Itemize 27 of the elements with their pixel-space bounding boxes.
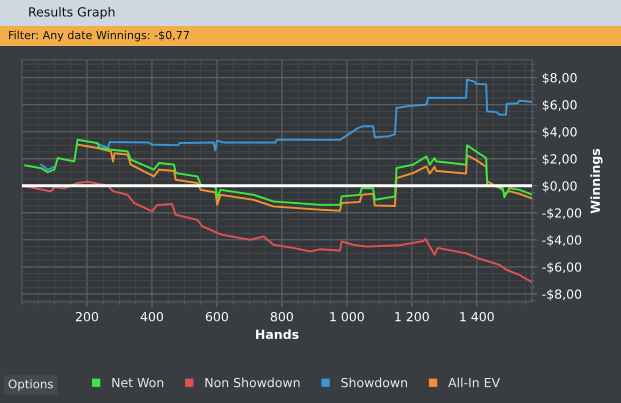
chart-title: Results Graph bbox=[29, 6, 114, 20]
y-tick-label: $2,00 bbox=[542, 154, 577, 166]
y-axis-title: Winnings bbox=[590, 148, 603, 214]
x-axis-title: Hands bbox=[256, 329, 298, 340]
x-tick-label: 1 200 bbox=[395, 312, 429, 322]
x-tick-label: 800 bbox=[270, 312, 293, 322]
chart-subtitle: Filter: Any date Winnings: -$0,77 bbox=[9, 30, 189, 42]
x-tick-label: 1 000 bbox=[330, 312, 364, 322]
legend-label: Net Won bbox=[112, 378, 164, 388]
y-tick-label: -$6,00 bbox=[542, 262, 582, 274]
y-tick-label: $6,00 bbox=[542, 100, 577, 112]
y-tick-label: -$8,00 bbox=[542, 289, 582, 300]
legend-label: All-In EV bbox=[448, 378, 500, 388]
y-tick-label: -$4,00 bbox=[542, 235, 582, 246]
x-tick-label: 200 bbox=[76, 312, 98, 322]
x-tick-label: 400 bbox=[140, 312, 164, 322]
x-tick-label: 1 400 bbox=[460, 312, 494, 322]
line-series bbox=[76, 144, 532, 212]
y-tick-label: $0,00 bbox=[542, 180, 577, 192]
legend-label: Showdown bbox=[341, 378, 407, 388]
y-tick-label: $4,00 bbox=[542, 126, 577, 138]
x-tick-label: 600 bbox=[206, 312, 228, 322]
y-tick-label: -$2,00 bbox=[542, 208, 582, 220]
y-tick-label: $8,00 bbox=[542, 72, 577, 84]
line-series bbox=[24, 138, 532, 206]
text: Options bbox=[8, 379, 53, 391]
legend-label: Non Showdown bbox=[205, 378, 300, 388]
